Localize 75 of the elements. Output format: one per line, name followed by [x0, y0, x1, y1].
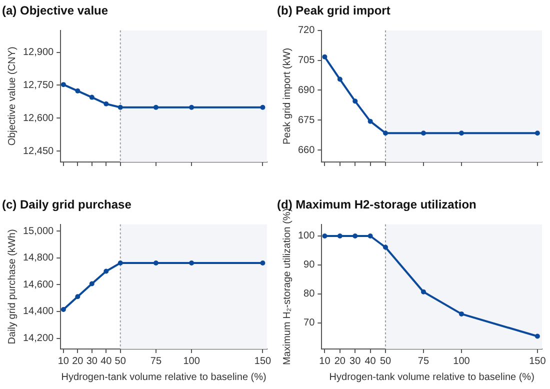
x-axis-title: Hydrogen-tank volume relative to baseline (%) [329, 372, 534, 383]
point [89, 281, 94, 286]
y-tick-label: 14,600 [22, 279, 54, 290]
y-tick-label: 14,200 [22, 333, 54, 344]
point [368, 118, 373, 124]
x-tick-label: 30 [86, 356, 98, 367]
point [75, 88, 80, 94]
y-axis-title: Peak grid import (kW) [282, 48, 293, 145]
point [337, 233, 342, 238]
x-tick-label: 100 [183, 356, 200, 367]
point [153, 104, 158, 110]
point [104, 101, 109, 106]
point [458, 130, 464, 136]
y-tick-label: 80 [304, 288, 316, 300]
point [420, 289, 426, 294]
point [368, 233, 373, 238]
point [337, 76, 342, 82]
point [60, 82, 66, 88]
point [189, 260, 194, 266]
y-axis-title: Maximum H₂-storage utilization (%) [282, 208, 293, 366]
point [352, 98, 358, 104]
point [118, 104, 123, 110]
y-tick-label: 675 [298, 114, 316, 126]
y-tick-label: 12,750 [22, 80, 54, 91]
y-tick-label: 660 [298, 144, 316, 156]
x-tick-label: 50 [380, 356, 392, 367]
y-tick-label: 14,400 [22, 306, 54, 318]
point [420, 130, 426, 136]
point [189, 104, 194, 110]
y-tick-label: 14,800 [22, 252, 54, 264]
y-tick-label: 705 [298, 55, 316, 66]
point [534, 130, 540, 136]
x-tick-label: 30 [350, 356, 362, 367]
point [383, 130, 388, 136]
x-tick-label: 100 [453, 356, 470, 367]
x-tick-label: 10 [58, 356, 70, 367]
y-tick-label: 690 [298, 84, 316, 96]
x-tick-label: 150 [254, 356, 272, 367]
point [118, 260, 123, 266]
point [60, 306, 66, 312]
chart-title: (b) Peak grid import [277, 4, 390, 18]
x-tick-label: 75 [418, 356, 430, 367]
point [89, 94, 94, 100]
x-tick-label: 40 [364, 356, 376, 367]
x-tick-label: 40 [100, 356, 112, 367]
point [352, 233, 358, 238]
x-tick-label: 20 [72, 356, 84, 367]
point [458, 311, 464, 316]
y-tick-label: 15,000 [22, 226, 54, 237]
x-tick-label: 75 [150, 356, 162, 367]
x-tick-label: 150 [529, 356, 546, 367]
x-axis-title: Hydrogen-tank volume relative to baseline (%) [61, 372, 266, 383]
y-tick-label: 12,600 [22, 112, 54, 124]
point [534, 334, 540, 339]
y-tick-label: 100 [298, 230, 316, 242]
point [322, 54, 328, 60]
point [153, 260, 158, 266]
point [383, 244, 388, 250]
point [75, 294, 80, 300]
x-tick-label: 50 [114, 356, 126, 367]
chart-title: (c) Daily grid purchase [2, 198, 132, 212]
x-tick-label: 20 [334, 356, 346, 367]
y-axis-title: Objective value (CNY) [6, 46, 18, 146]
chart-title: (a) Objective value [2, 4, 108, 18]
point [260, 104, 266, 110]
y-tick-label: 70 [304, 318, 316, 329]
y-tick-label: 12,900 [22, 47, 54, 58]
y-tick-label: 12,450 [22, 146, 54, 157]
y-axis-title: Daily grid purchase (kWh) [6, 229, 18, 344]
x-tick-label: 10 [319, 356, 331, 367]
y-tick-label: 720 [298, 25, 316, 36]
point [322, 233, 328, 238]
point [260, 260, 266, 266]
y-tick-label: 90 [304, 260, 316, 271]
point [104, 268, 109, 274]
